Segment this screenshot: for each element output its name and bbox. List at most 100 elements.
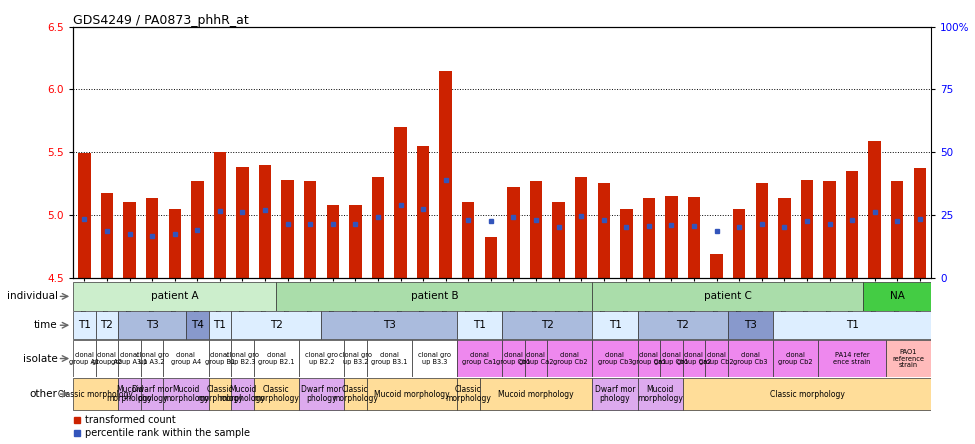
Bar (344, 378, 367, 410)
Bar (258, 165, 271, 278)
Text: clonal
group Cb1: clonal group Cb1 (496, 352, 530, 365)
Text: Mucoid morphology: Mucoid morphology (498, 389, 574, 399)
Bar (367, 340, 411, 377)
Text: Classic
morphology: Classic morphology (332, 385, 378, 404)
Text: clonal gro
up B3.3: clonal gro up B3.3 (418, 352, 450, 365)
Bar (553, 202, 565, 278)
Bar (344, 340, 367, 377)
Bar (485, 238, 497, 278)
Text: clonal
group Cb2: clonal group Cb2 (553, 352, 587, 365)
Bar (231, 311, 322, 339)
Text: Mucoid
morphology: Mucoid morphology (106, 385, 152, 404)
Bar (96, 311, 118, 339)
Bar (457, 378, 480, 410)
Text: Classic morphology: Classic morphology (58, 389, 134, 399)
Text: T1: T1 (78, 320, 91, 330)
Bar (146, 198, 158, 278)
Text: other: other (29, 389, 58, 399)
Text: T2: T2 (270, 320, 283, 330)
Text: T1: T1 (845, 320, 859, 330)
Bar (687, 197, 700, 278)
Text: Classic
morphology: Classic morphology (446, 385, 491, 404)
Text: clonal
group Ca1: clonal group Ca1 (462, 352, 496, 365)
Text: time: time (34, 320, 58, 330)
Text: Mucoid
morphology: Mucoid morphology (638, 385, 683, 404)
Bar (593, 378, 638, 410)
Bar (773, 311, 931, 339)
Bar (440, 71, 451, 278)
Bar (254, 378, 299, 410)
Bar (638, 340, 660, 377)
Bar (118, 378, 140, 410)
Text: PA14 refer
ence strain: PA14 refer ence strain (834, 352, 871, 365)
Text: T2: T2 (677, 320, 689, 330)
Text: patient B: patient B (410, 291, 458, 301)
Text: T3: T3 (744, 320, 757, 330)
Bar (705, 340, 728, 377)
Text: T2: T2 (100, 320, 113, 330)
Text: T2: T2 (541, 320, 554, 330)
Bar (78, 153, 91, 278)
Text: T1: T1 (608, 320, 621, 330)
Bar (643, 198, 655, 278)
Text: T1: T1 (214, 320, 226, 330)
Bar (525, 340, 547, 377)
Bar (73, 340, 96, 377)
Bar (417, 146, 429, 278)
Bar (886, 340, 931, 377)
Text: NA: NA (890, 291, 905, 301)
Bar (371, 177, 384, 278)
Bar (186, 311, 209, 339)
Bar (800, 180, 813, 278)
Bar (394, 127, 407, 278)
Bar (100, 194, 113, 278)
Text: clonal
group Ca1: clonal group Ca1 (632, 352, 666, 365)
Text: Classic morphology: Classic morphology (769, 389, 844, 399)
Text: Dwarf mor
phology: Dwarf mor phology (132, 385, 173, 404)
Text: T3: T3 (383, 320, 396, 330)
Bar (96, 340, 118, 377)
Text: PAO1
reference
strain: PAO1 reference strain (892, 349, 924, 368)
Bar (164, 378, 209, 410)
Text: Classic
morphology: Classic morphology (254, 385, 299, 404)
Bar (118, 340, 140, 377)
Bar (507, 187, 520, 278)
Bar (124, 202, 136, 278)
Text: clonal
group Cb1: clonal group Cb1 (654, 352, 688, 365)
Bar (778, 198, 791, 278)
Bar (299, 378, 344, 410)
Text: clonal
group A4: clonal group A4 (171, 352, 201, 365)
Bar (869, 141, 880, 278)
Bar (367, 378, 457, 410)
Text: clonal
group A1: clonal group A1 (69, 352, 99, 365)
Bar (638, 311, 728, 339)
Bar (457, 340, 502, 377)
Bar (756, 183, 768, 278)
Bar (728, 340, 773, 377)
Bar (73, 282, 276, 310)
Text: Dwarf mor
phology: Dwarf mor phology (595, 385, 636, 404)
Bar (140, 340, 164, 377)
Text: clonal
group Cb3: clonal group Cb3 (598, 352, 632, 365)
Bar (733, 209, 746, 278)
Bar (322, 311, 457, 339)
Bar (231, 340, 254, 377)
Bar (620, 209, 633, 278)
Bar (209, 340, 231, 377)
Bar (462, 202, 475, 278)
Bar (547, 340, 593, 377)
Bar (457, 311, 502, 339)
Text: T1: T1 (473, 320, 486, 330)
Text: Mucoid morphology: Mucoid morphology (374, 389, 449, 399)
Text: clonal
group B1: clonal group B1 (205, 352, 235, 365)
Bar (236, 167, 249, 278)
Bar (209, 311, 231, 339)
Bar (728, 311, 773, 339)
Bar (191, 181, 204, 278)
Text: Mucoid
morphology: Mucoid morphology (163, 385, 209, 404)
Bar (169, 209, 181, 278)
Bar (593, 311, 638, 339)
Text: Classic
morphology: Classic morphology (197, 385, 243, 404)
Text: isolate: isolate (22, 353, 58, 364)
Bar (638, 378, 682, 410)
